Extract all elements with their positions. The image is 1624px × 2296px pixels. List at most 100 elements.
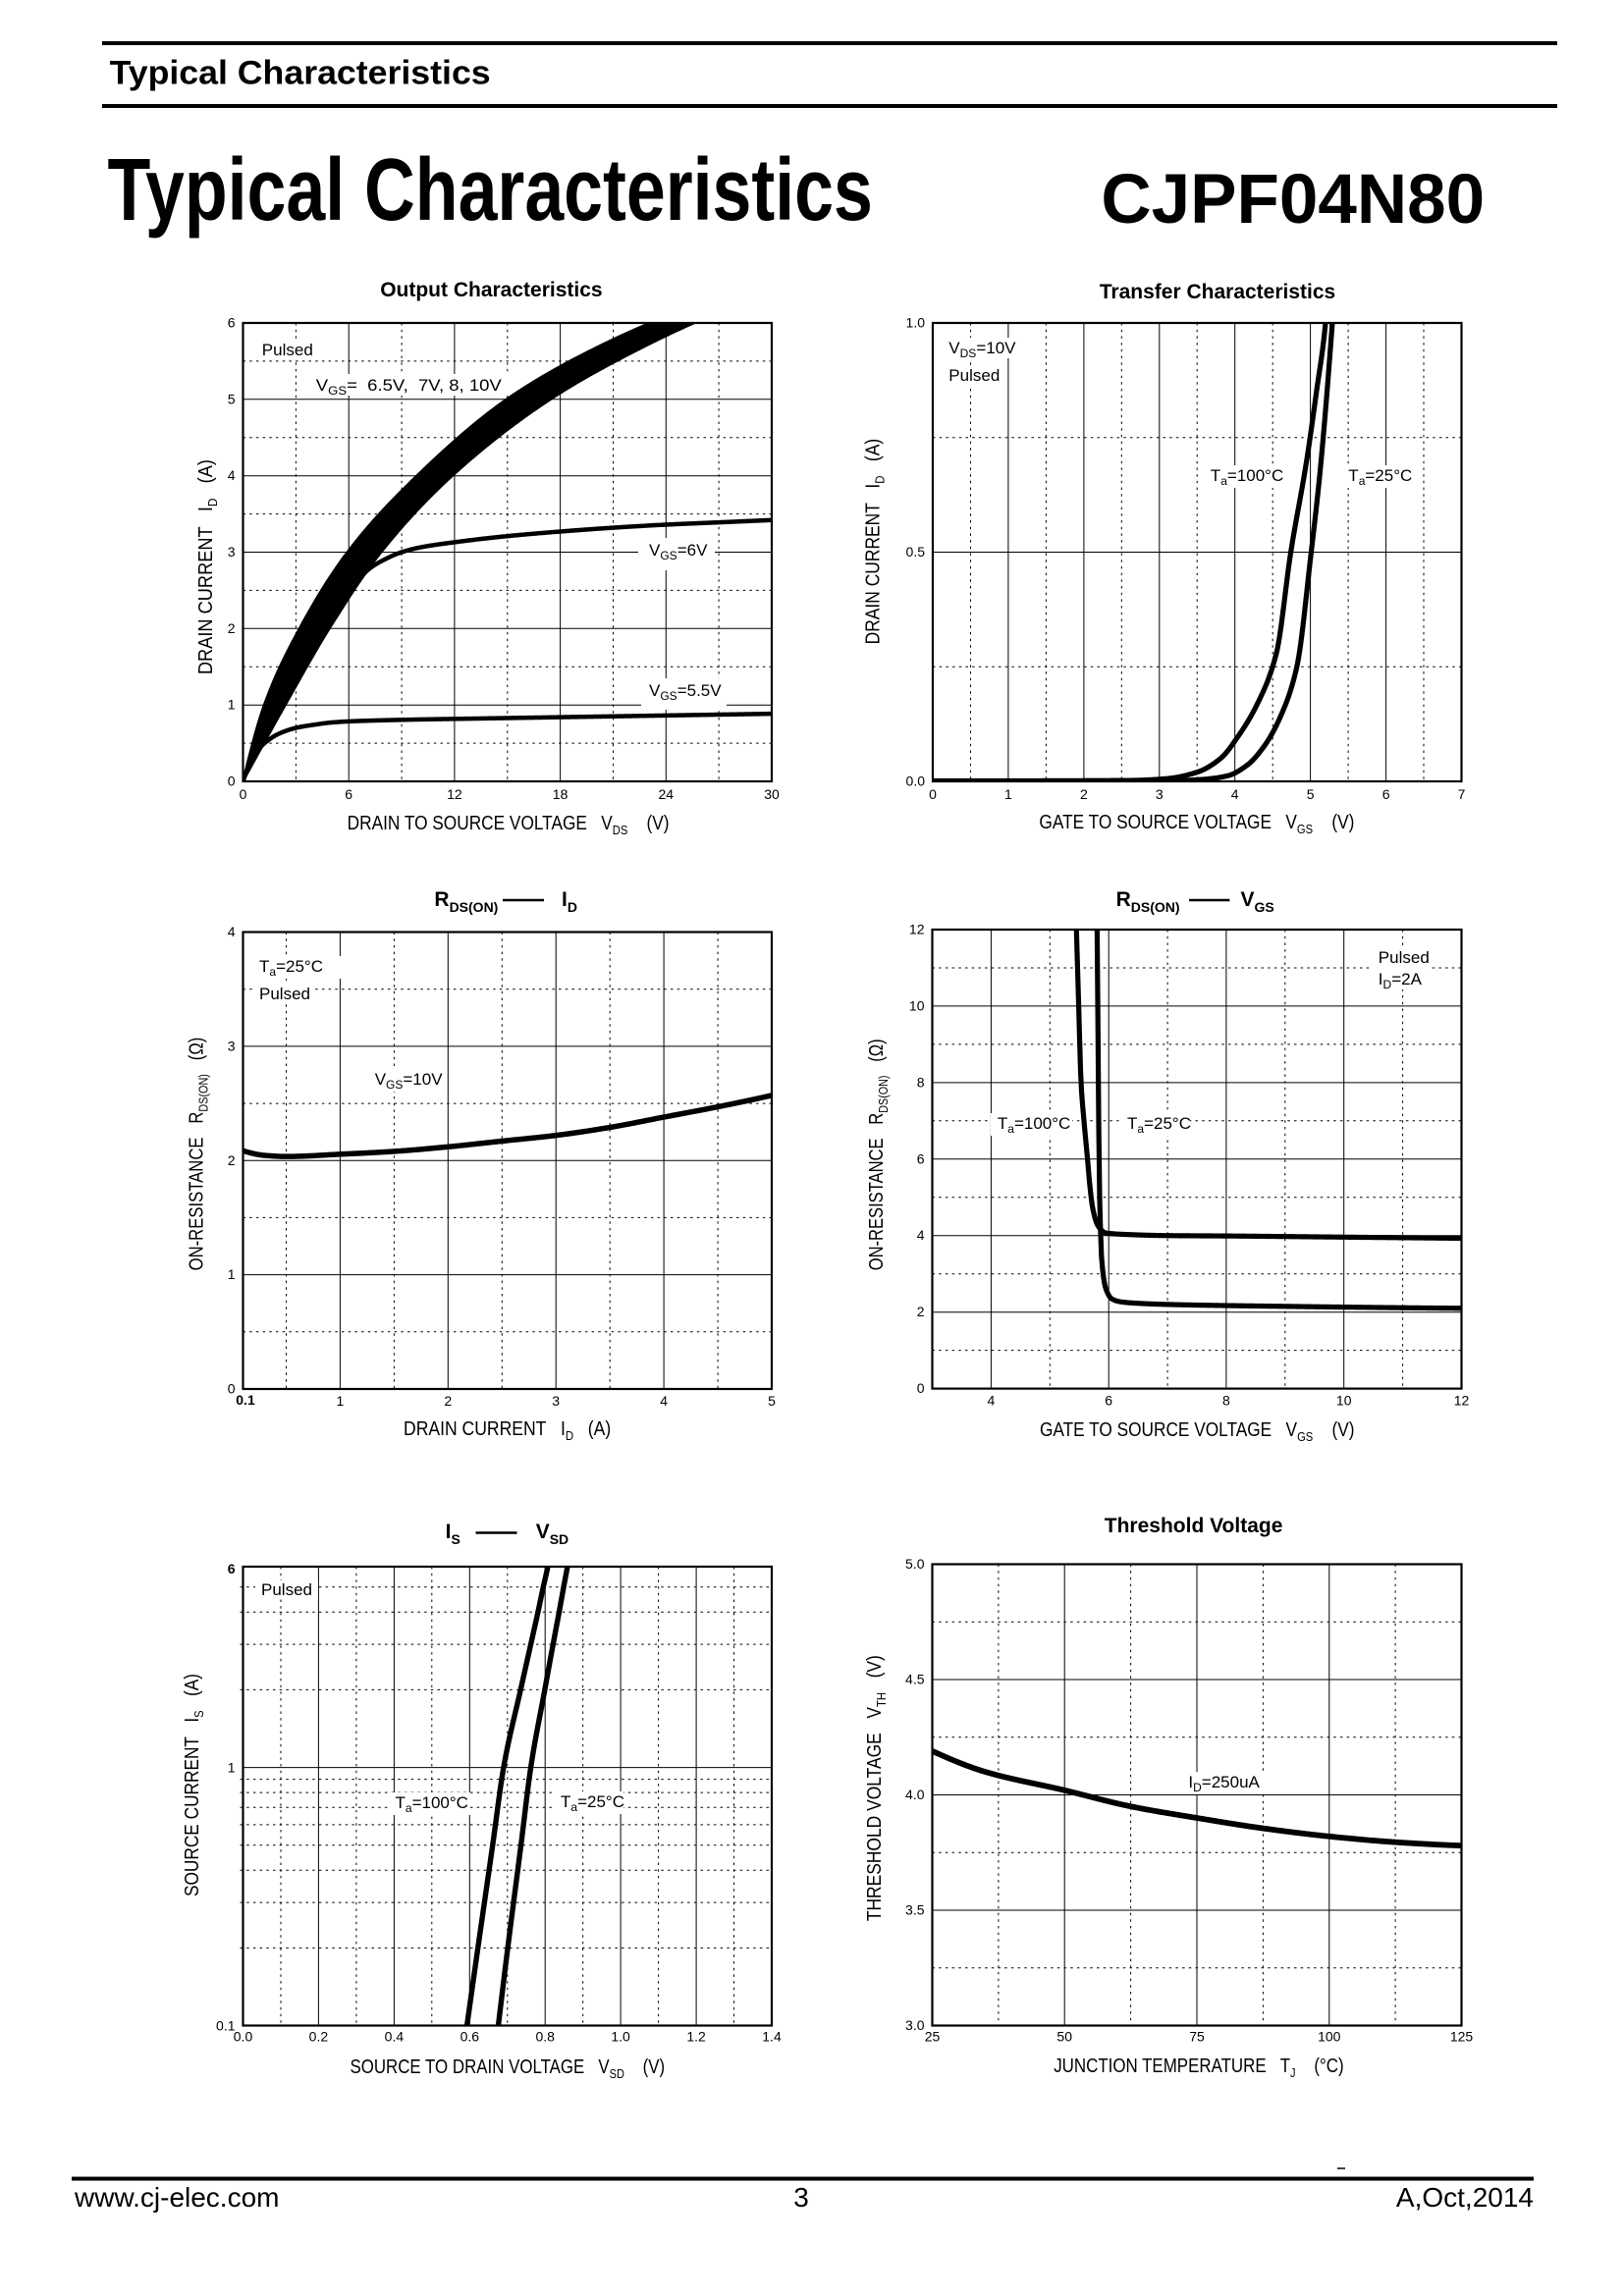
svg-text:75: 75 bbox=[1189, 2029, 1205, 2045]
svg-text:50: 50 bbox=[1056, 2029, 1072, 2045]
svg-text:4: 4 bbox=[228, 924, 236, 939]
svg-text:1: 1 bbox=[228, 1760, 236, 1776]
svg-text:6: 6 bbox=[228, 1561, 236, 1576]
svg-text:0: 0 bbox=[929, 786, 937, 802]
svg-text:5: 5 bbox=[228, 391, 236, 406]
svg-text:VGS​=10V: VGS​=10V bbox=[375, 1070, 444, 1092]
svg-text:0.6: 0.6 bbox=[460, 2029, 480, 2045]
svg-text:2: 2 bbox=[1080, 786, 1088, 802]
svg-text:4.5: 4.5 bbox=[905, 1672, 925, 1687]
svg-text:SOURCE CURRENT IS​ (A): SOURCE CURRENT IS​ (A) bbox=[181, 1674, 206, 1896]
svg-text:3: 3 bbox=[228, 544, 236, 560]
svg-text:8: 8 bbox=[1222, 1393, 1230, 1409]
svg-text:Typical Characteristics: Typical Characteristics bbox=[110, 54, 491, 91]
svg-text:2: 2 bbox=[228, 620, 236, 636]
svg-text:1.0: 1.0 bbox=[611, 2029, 630, 2045]
svg-text:7: 7 bbox=[1458, 786, 1466, 802]
svg-text:12: 12 bbox=[909, 922, 925, 937]
svg-text:6: 6 bbox=[1105, 1393, 1112, 1409]
svg-text:VGS​=5.5V: VGS​=5.5V bbox=[649, 681, 722, 703]
svg-text:Ta​=25°C: Ta​=25°C bbox=[1348, 466, 1412, 488]
svg-text:1: 1 bbox=[1004, 786, 1012, 802]
svg-text:Typical Characteristics: Typical Characteristics bbox=[107, 140, 872, 240]
svg-text:10: 10 bbox=[909, 997, 925, 1013]
svg-text:0.4: 0.4 bbox=[385, 2029, 405, 2045]
svg-text:4: 4 bbox=[917, 1227, 925, 1243]
svg-text:0.1: 0.1 bbox=[216, 2018, 236, 2034]
svg-text:12: 12 bbox=[447, 786, 462, 802]
svg-text:Threshold Voltage: Threshold Voltage bbox=[1105, 1515, 1283, 1537]
svg-text:Ta​=25°C: Ta​=25°C bbox=[561, 1792, 624, 1814]
svg-text:3: 3 bbox=[552, 1393, 560, 1409]
svg-text:A,Oct,2014: A,Oct,2014 bbox=[1396, 2182, 1534, 2213]
svg-text:VGS​=6V: VGS​=6V bbox=[649, 541, 708, 562]
svg-text:Pulsed: Pulsed bbox=[948, 366, 1000, 385]
svg-text:5.0: 5.0 bbox=[905, 1556, 925, 1572]
svg-text:DRAIN CURRENT ID​ (A): DRAIN CURRENT ID​ (A) bbox=[404, 1417, 611, 1443]
svg-text:0.5: 0.5 bbox=[906, 544, 926, 560]
svg-text:0.0: 0.0 bbox=[906, 774, 926, 789]
svg-text:4.0: 4.0 bbox=[905, 1787, 925, 1802]
svg-text:12: 12 bbox=[1454, 1393, 1470, 1409]
svg-text:Ta​=100°C: Ta​=100°C bbox=[396, 1793, 468, 1815]
svg-text:2: 2 bbox=[228, 1152, 236, 1168]
svg-text:Ta​=25°C: Ta​=25°C bbox=[1127, 1114, 1191, 1136]
svg-text:4: 4 bbox=[988, 1393, 996, 1409]
svg-text:VGS​= 6.5V, 7V, 8, 10V: VGS​= 6.5V, 7V, 8, 10V bbox=[316, 376, 502, 398]
svg-text:5: 5 bbox=[1307, 786, 1315, 802]
svg-text:JUNCTION TEMPERATURE TJ​: JUNCTION TEMPERATURE TJ​ (°C) bbox=[1054, 2055, 1343, 2081]
svg-text:Pulsed: Pulsed bbox=[262, 341, 313, 359]
svg-text:Pulsed: Pulsed bbox=[259, 985, 310, 1003]
svg-text:3: 3 bbox=[1156, 786, 1164, 802]
svg-text:VDS​=10V: VDS​=10V bbox=[948, 339, 1016, 360]
svg-text:1: 1 bbox=[228, 697, 236, 713]
svg-text:0.0: 0.0 bbox=[234, 2029, 253, 2045]
svg-text:Ta​=25°C: Ta​=25°C bbox=[259, 957, 323, 979]
svg-text:10: 10 bbox=[1336, 1393, 1352, 1409]
svg-text:0.2: 0.2 bbox=[309, 2029, 329, 2045]
svg-text:24: 24 bbox=[659, 786, 675, 802]
svg-text:0.8: 0.8 bbox=[535, 2029, 555, 2045]
svg-text:Output Characteristics: Output Characteristics bbox=[380, 279, 602, 301]
svg-text:ID​=250uA: ID​=250uA bbox=[1188, 1773, 1260, 1794]
svg-text:6: 6 bbox=[345, 786, 352, 802]
svg-text:1: 1 bbox=[337, 1393, 345, 1409]
svg-text:25: 25 bbox=[925, 2029, 941, 2045]
svg-text:1.4: 1.4 bbox=[762, 2029, 782, 2045]
svg-text:2: 2 bbox=[444, 1393, 452, 1409]
svg-text:Transfer Characteristics: Transfer Characteristics bbox=[1100, 281, 1335, 303]
svg-text:4: 4 bbox=[228, 467, 236, 483]
svg-text:4: 4 bbox=[1231, 786, 1239, 802]
svg-text:6: 6 bbox=[1382, 786, 1390, 802]
svg-text:0: 0 bbox=[228, 774, 236, 789]
svg-text:CJPF04N80: CJPF04N80 bbox=[1101, 161, 1485, 239]
svg-text:125: 125 bbox=[1450, 2029, 1474, 2045]
svg-text:1: 1 bbox=[228, 1266, 236, 1282]
svg-text:5: 5 bbox=[768, 1393, 776, 1409]
svg-text:3: 3 bbox=[228, 1038, 236, 1053]
svg-text:www.cj-elec.com: www.cj-elec.com bbox=[74, 2182, 279, 2213]
svg-text:30: 30 bbox=[764, 786, 780, 802]
svg-text:18: 18 bbox=[553, 786, 568, 802]
svg-text:Pulsed: Pulsed bbox=[261, 1580, 312, 1599]
svg-text:Pulsed: Pulsed bbox=[1379, 948, 1430, 967]
svg-text:2: 2 bbox=[917, 1304, 925, 1319]
svg-text:6: 6 bbox=[228, 315, 236, 331]
svg-text:100: 100 bbox=[1318, 2029, 1341, 2045]
svg-text:0: 0 bbox=[917, 1380, 925, 1396]
svg-text:DRAIN CURRENT ID​ (A): DRAIN CURRENT ID​ (A) bbox=[861, 439, 887, 645]
svg-text:DRAIN CURRENT ID​ (A): DRAIN CURRENT ID​ (A) bbox=[195, 459, 220, 674]
svg-text:Ta​=100°C: Ta​=100°C bbox=[998, 1114, 1070, 1136]
svg-text:0: 0 bbox=[240, 786, 247, 802]
svg-text:0: 0 bbox=[228, 1381, 236, 1397]
svg-text:0.1: 0.1 bbox=[236, 1392, 255, 1408]
svg-text:6: 6 bbox=[917, 1150, 925, 1166]
svg-text:ON-RESISTANCE RDS(ON)​ (Ω): ON-RESISTANCE RDS(ON)​ (Ω) bbox=[864, 1039, 891, 1270]
svg-text:4: 4 bbox=[660, 1393, 668, 1409]
svg-text:3.0: 3.0 bbox=[905, 2017, 925, 2033]
svg-text:Ta​=100°C: Ta​=100°C bbox=[1211, 466, 1283, 488]
svg-text:3: 3 bbox=[793, 2182, 809, 2213]
svg-text:1.0: 1.0 bbox=[906, 315, 926, 331]
svg-text:1.2: 1.2 bbox=[686, 2029, 706, 2045]
svg-text:3.5: 3.5 bbox=[905, 1902, 925, 1918]
